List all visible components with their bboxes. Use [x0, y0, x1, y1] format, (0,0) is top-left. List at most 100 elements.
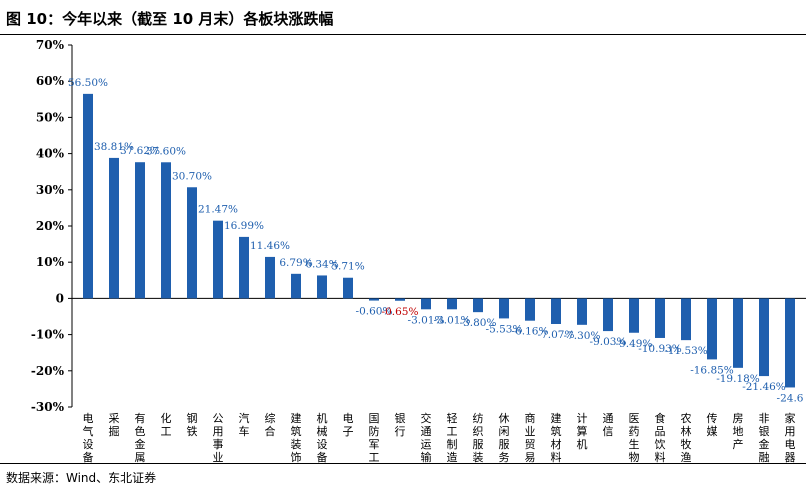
y-tick-label: 0 [56, 291, 64, 305]
y-tick-label: -30% [31, 400, 65, 414]
category-label: 饰 [291, 450, 302, 464]
bar [733, 298, 743, 368]
category-label: 铁 [187, 425, 198, 438]
bar [473, 298, 483, 313]
bar [681, 298, 691, 341]
category-label: 装 [291, 438, 302, 451]
y-tick-label: -10% [31, 328, 65, 342]
data-label: -7.30% [564, 330, 601, 342]
category-label: 地 [733, 425, 744, 438]
category-label: 造 [447, 450, 458, 464]
bar [187, 187, 197, 299]
data-label: -0.65% [382, 306, 419, 318]
category-label: 建 [291, 411, 302, 425]
category-label: 交 [421, 411, 432, 425]
category-label: 织 [473, 425, 484, 438]
data-label: -7.07% [538, 329, 575, 341]
data-label: 11.46% [250, 240, 290, 252]
bar [395, 298, 405, 301]
category-label: 公 [213, 412, 224, 425]
bar [499, 298, 509, 319]
category-label: 机 [317, 411, 328, 425]
category-label: 子 [343, 425, 354, 438]
data-label: 56.50% [68, 77, 108, 89]
category-label: 设 [83, 438, 94, 451]
category-label: 综 [265, 411, 276, 425]
category-label: 用 [785, 425, 796, 438]
data-label: 38.81% [94, 141, 134, 153]
category-label: 业 [213, 451, 224, 464]
category-label: 家 [785, 411, 796, 425]
data-label: -16.85% [690, 364, 734, 376]
bar [291, 273, 301, 299]
category-label: 属 [135, 451, 146, 464]
category-label: 务 [499, 451, 510, 464]
data-label: -3.01% [408, 314, 445, 326]
category-label: 贸 [525, 438, 536, 451]
category-label: 材 [551, 437, 562, 451]
category-label: 闲 [499, 424, 510, 438]
data-label: 6.34% [305, 258, 338, 270]
category-label: 产 [733, 437, 744, 451]
category-label: 非 [759, 412, 770, 425]
bar [109, 157, 119, 299]
bar [265, 256, 275, 299]
category-label: 国 [369, 412, 380, 425]
data-label: -9.49% [616, 338, 653, 350]
bar [83, 93, 93, 299]
category-label: 器 [785, 451, 796, 464]
category-label: 防 [369, 424, 380, 438]
category-label: 生 [629, 437, 640, 451]
category-label: 合 [265, 424, 276, 438]
data-label: -9.03% [590, 336, 627, 348]
title-rule [0, 34, 806, 35]
y-tick-label: 60% [36, 74, 65, 88]
category-label: 行 [395, 425, 406, 438]
category-label: 医 [629, 412, 640, 425]
category-label: 药 [629, 425, 640, 438]
y-tick-label: 70% [36, 38, 65, 52]
category-label: 事 [213, 438, 224, 451]
source-note: 数据来源：Wind、东北证券 [6, 471, 157, 485]
category-label: 电 [83, 412, 94, 425]
bar [603, 298, 613, 332]
bar [525, 298, 535, 321]
bar [317, 275, 327, 299]
category-label: 服 [473, 438, 484, 451]
category-label: 商 [525, 411, 536, 425]
category-label: 金 [135, 437, 146, 451]
data-label: 6.79% [279, 257, 312, 269]
category-label: 金 [759, 437, 770, 451]
bar [239, 236, 249, 299]
y-tick-label: 10% [36, 255, 65, 269]
category-label: 工 [369, 451, 380, 464]
category-label: 易 [525, 451, 536, 464]
y-tick-label: 30% [36, 183, 65, 197]
category-label: 军 [369, 438, 380, 451]
category-label: 用 [213, 425, 224, 438]
category-label: 物 [629, 450, 640, 464]
category-label: 有 [135, 411, 146, 425]
category-label: 工 [161, 425, 172, 438]
bar [629, 298, 639, 333]
category-label: 银 [759, 424, 770, 438]
data-label: 37.60% [146, 145, 186, 157]
bar [161, 162, 171, 299]
category-label: 机 [577, 437, 588, 451]
category-label: 牧 [681, 437, 692, 451]
category-label: 信 [603, 425, 614, 438]
category-label: 通 [603, 412, 614, 425]
category-label: 料 [551, 450, 562, 464]
category-label: 备 [83, 450, 94, 464]
category-label: 工 [447, 425, 458, 438]
category-label: 轻 [447, 411, 458, 425]
category-label: 汽 [239, 411, 250, 425]
category-label: 化 [161, 411, 172, 425]
category-label: 融 [759, 451, 770, 464]
category-label: 算 [577, 424, 588, 438]
category-label: 计 [577, 412, 588, 425]
category-label: 电 [785, 438, 796, 451]
category-label: 食 [655, 411, 666, 425]
bar [135, 162, 145, 299]
data-label: -6.16% [512, 326, 549, 338]
